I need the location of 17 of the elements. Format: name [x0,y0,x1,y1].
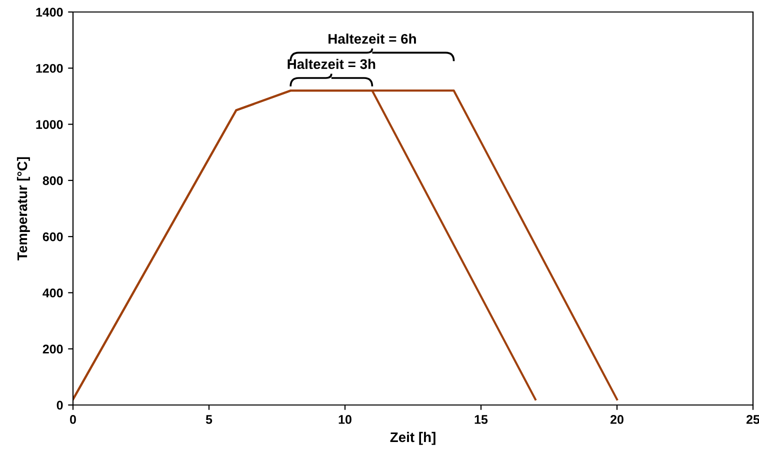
x-tick-label: 15 [474,415,488,424]
y-tick-label: 200 [42,344,63,354]
x-tick-label: 5 [206,415,212,424]
y-tick-label: 800 [42,176,63,186]
y-tick-label: 600 [42,232,63,242]
annotation: Haltezeit = 3h [288,58,376,70]
annotation: Haltezeit = 6h [328,34,416,44]
x-tick-label: 20 [610,415,624,424]
y-tick-label: 0 [56,400,63,410]
y-axis-title: Temperatur [°C] [16,157,30,260]
y-tick-label: 1400 [36,8,63,17]
y-tick-label: 400 [42,288,63,298]
x-tick-label: 10 [338,415,352,424]
y-tick-label: 1000 [36,120,63,129]
y-tick-label: 1200 [36,64,63,73]
x-tick-label: 0 [70,415,76,424]
x-axis-title: Zeit [h] [390,432,436,445]
